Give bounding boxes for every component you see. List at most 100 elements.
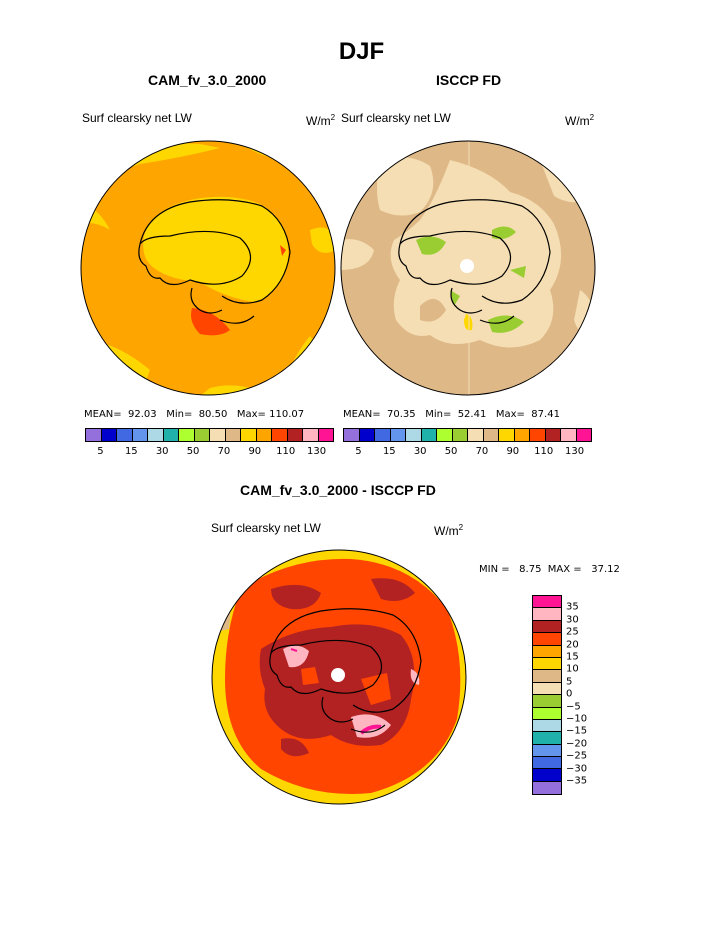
- panel-1-colorbar-tick-label: 130: [307, 446, 327, 457]
- diff-colorbar-tick-label: −30: [566, 763, 588, 775]
- panel-2-colorbar-swatch: [344, 429, 360, 441]
- panel-1-colorbar-swatch: [303, 429, 319, 441]
- diff-colorbar-swatch: [533, 732, 561, 745]
- diff-colorbar-swatch: [533, 682, 561, 696]
- panel-1-colorbar-swatch: [148, 429, 164, 441]
- panel-2-colorbar-ticks: 5 15 30 50 70 90 110 130: [343, 446, 590, 460]
- panel-2-colorbar-swatch: [390, 429, 406, 441]
- panel-2-colorbar-tick-label: 70: [475, 446, 489, 457]
- panel-1-colorbar-swatch: [194, 429, 210, 441]
- diff-colorbar-swatch: [533, 670, 561, 683]
- panel-2-colorbar-tick-label: 5: [355, 446, 362, 457]
- panel-2-colorbar-swatch: [499, 429, 515, 441]
- panel-2-colorbar-swatch: [561, 429, 577, 441]
- panel-1-colorbar: [85, 428, 334, 442]
- panel-1-colorbar-swatch: [287, 429, 303, 441]
- panel-1-colorbar-swatch: [101, 429, 117, 441]
- diff-colorbar-swatch: [533, 781, 561, 795]
- diff-colorbar-tick-label: 30: [566, 614, 579, 626]
- panel-1-title: CAM_fv_3.0_2000: [148, 72, 267, 88]
- diff-colorbar: [532, 595, 562, 796]
- diff-stats: MIN = 8.75 MAX = 37.12: [479, 564, 620, 575]
- diff-title: CAM_fv_3.0_2000 - ISCCP FD: [240, 482, 436, 498]
- panel-2-colorbar-swatch: [545, 429, 561, 441]
- diff-colorbar-swatch: [533, 757, 561, 770]
- panel-2-colorbar-swatch: [576, 429, 591, 441]
- diff-colorbar-swatch: [533, 657, 561, 671]
- diff-colorbar-tick-label: −35: [566, 775, 588, 787]
- diff-colorbar-tick-label: −10: [566, 713, 588, 725]
- panel-2-colorbar-swatch: [530, 429, 546, 441]
- panel-2-colorbar-swatch: [483, 429, 499, 441]
- panel-2-colorbar-swatch: [514, 429, 530, 441]
- diff-colorbar-tick-label: 0: [566, 688, 573, 700]
- panel-2-stats: MEAN= 70.35 Min= 52.41 Max= 87.41: [343, 409, 560, 420]
- panel-1-colorbar-swatch: [225, 429, 241, 441]
- panel-2-field: Surf clearsky net LW: [341, 111, 451, 125]
- diff-colorbar-tick-label: 15: [566, 651, 579, 663]
- panel-1-colorbar-swatch: [179, 429, 195, 441]
- panel-2-units: W/m2: [565, 113, 595, 128]
- panel-2-colorbar-swatch: [468, 429, 484, 441]
- diff-colorbar-tick-label: −5: [566, 701, 581, 713]
- diff-colorbar-swatch: [533, 608, 561, 621]
- panel-1-units: W/m2: [306, 113, 336, 128]
- panel-1-colorbar-tick-label: 70: [217, 446, 231, 457]
- panel-2-colorbar-tick-label: 30: [413, 446, 427, 457]
- panel-1-colorbar-swatch: [256, 429, 272, 441]
- diff-colorbar-ticks: 35 30 25 20 15 10 5 0 −5 −10 −15 −20 −25 −30 −35: [566, 595, 606, 795]
- diff-colorbar-swatch: [533, 695, 561, 708]
- diff-field: Surf clearsky net LW: [211, 521, 321, 535]
- panel-2-colorbar-tick-label: 15: [382, 446, 396, 457]
- diff-units: W/m2: [434, 523, 464, 538]
- difference-polar-map: [211, 549, 467, 805]
- panel-1-colorbar-tick-label: 110: [276, 446, 296, 457]
- panel-2-colorbar-swatch: [437, 429, 453, 441]
- panel-1-colorbar-tick-label: 50: [186, 446, 200, 457]
- diff-colorbar-tick-label: 10: [566, 663, 579, 675]
- panel-1-colorbar-tick-label: 90: [248, 446, 262, 457]
- panel-2-colorbar-swatch: [452, 429, 468, 441]
- isccp-polar-map: [340, 140, 596, 396]
- diff-colorbar-tick-label: −25: [566, 750, 588, 762]
- panel-1-stats: MEAN= 92.03 Min= 80.50 Max= 110.07: [84, 409, 305, 420]
- diff-colorbar-swatch: [533, 596, 561, 609]
- panel-1-colorbar-swatch: [210, 429, 226, 441]
- main-title: DJF: [338, 38, 385, 65]
- diff-colorbar-tick-label: 25: [566, 626, 579, 638]
- diff-colorbar-swatch: [533, 769, 561, 782]
- panel-1-field: Surf clearsky net LW: [82, 111, 192, 125]
- diff-colorbar-swatch: [533, 719, 561, 733]
- panel-1-colorbar-tick-label: 15: [124, 446, 138, 457]
- panel-2-colorbar-tick-label: 110: [534, 446, 554, 457]
- panel-1-colorbar-ticks: 5 15 30 50 70 90 110 130: [85, 446, 332, 460]
- panel-2-colorbar-swatch: [359, 429, 375, 441]
- panel-2-colorbar-tick-label: 90: [506, 446, 520, 457]
- diff-colorbar-tick-label: −20: [566, 738, 588, 750]
- panel-1-colorbar-swatch: [163, 429, 179, 441]
- diff-colorbar-swatch: [533, 707, 561, 720]
- panel-1-colorbar-swatch: [272, 429, 288, 441]
- panel-1-colorbar-swatch: [86, 429, 102, 441]
- diff-colorbar-tick-label: 5: [566, 676, 573, 688]
- diff-colorbar-swatch: [533, 633, 561, 646]
- panel-1-colorbar-tick-label: 5: [97, 446, 104, 457]
- panel-1-colorbar-swatch: [241, 429, 257, 441]
- diff-colorbar-tick-label: 35: [566, 601, 579, 613]
- diff-colorbar-swatch: [533, 645, 561, 658]
- panel-1-colorbar-swatch: [132, 429, 148, 441]
- panel-1-colorbar-swatch: [117, 429, 133, 441]
- panel-2-colorbar-tick-label: 50: [444, 446, 458, 457]
- diff-colorbar-swatch: [533, 744, 561, 758]
- diff-colorbar-tick-label: −15: [566, 725, 588, 737]
- panel-2-title: ISCCP FD: [436, 72, 502, 88]
- panel-2-colorbar: [343, 428, 592, 442]
- cam-polar-map: [80, 140, 336, 396]
- diff-colorbar-tick-label: 20: [566, 639, 579, 651]
- panel-2-colorbar-swatch: [375, 429, 391, 441]
- panel-2-colorbar-tick-label: 130: [565, 446, 585, 457]
- panel-1-colorbar-tick-label: 30: [155, 446, 169, 457]
- panel-2-colorbar-swatch: [406, 429, 422, 441]
- panel-1-colorbar-swatch: [318, 429, 333, 441]
- panel-2-colorbar-swatch: [421, 429, 437, 441]
